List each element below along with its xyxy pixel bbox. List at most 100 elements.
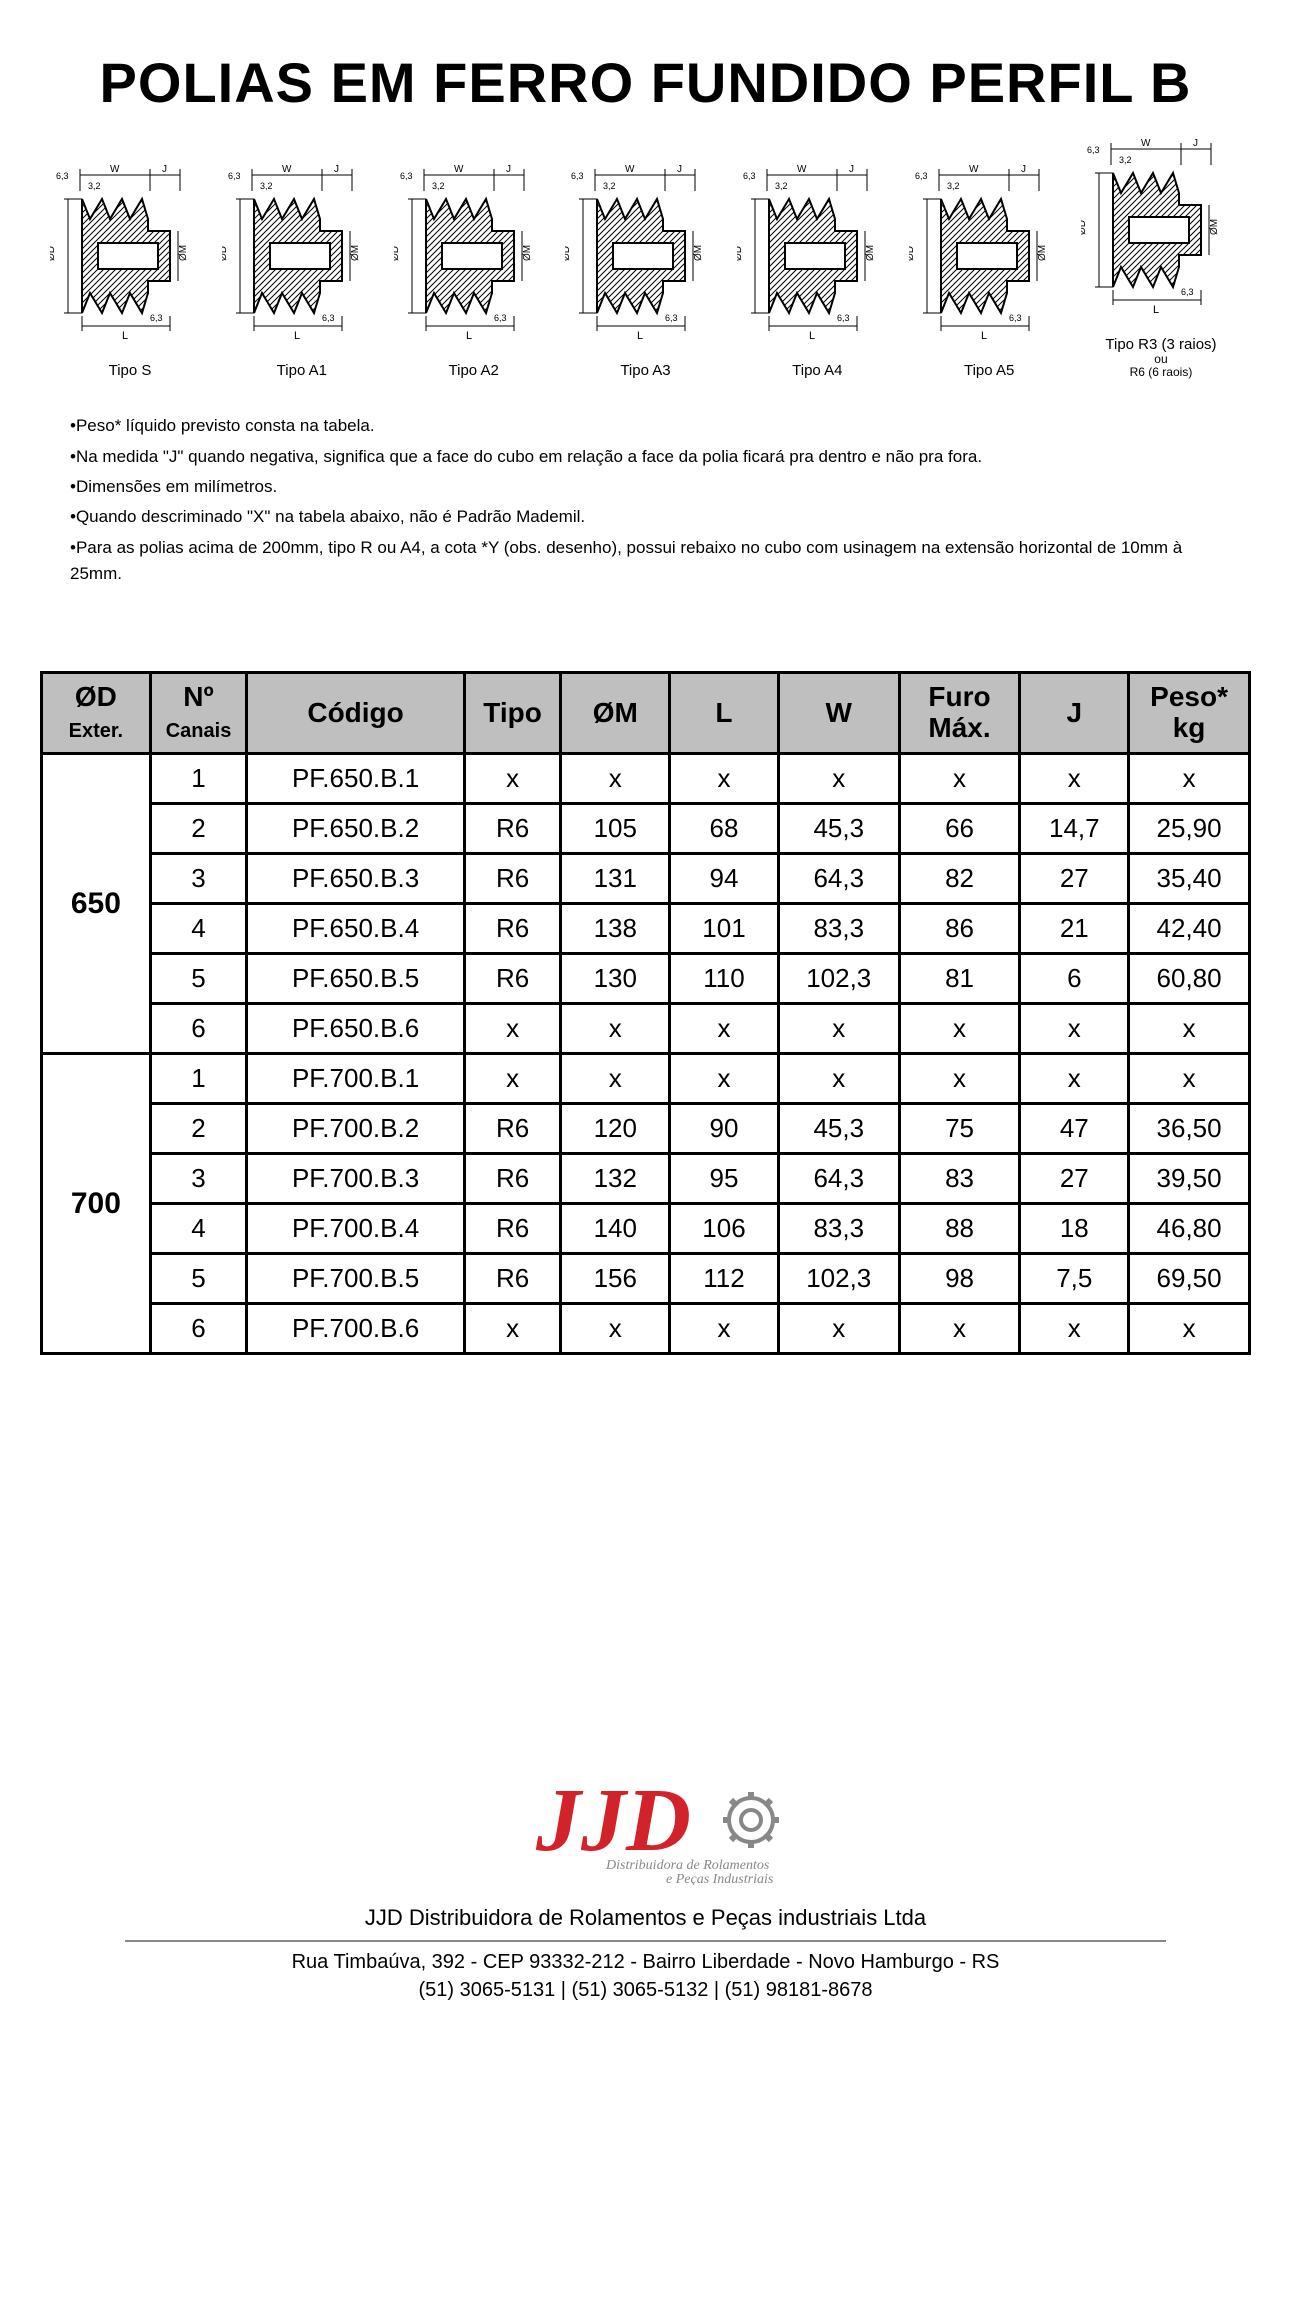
cross-section-icon [1081,135,1241,328]
cell-furo: 86 [899,904,1020,954]
cell-dm: 131 [561,854,670,904]
cell-canal: 5 [150,1254,247,1304]
cell-tipo: x [464,754,561,804]
cross-section-icon [909,161,1069,354]
cell-codigo: PF.650.B.4 [247,904,464,954]
cell-W: x [778,1304,899,1354]
cell-codigo: PF.700.B.2 [247,1104,464,1154]
company-logo: JJD Distribuidora de Rolamentos e Peças … [40,1775,1251,1893]
cell-furo: 66 [899,804,1020,854]
cell-L: x [670,1054,779,1104]
cell-peso: 39,50 [1129,1154,1250,1204]
footer-phones: (51) 3065-5131 | (51) 3065-5132 | (51) 9… [40,1976,1251,2004]
cell-codigo: PF.700.B.5 [247,1254,464,1304]
cell-J: 47 [1020,1104,1129,1154]
cell-L: x [670,754,779,804]
note-line: •Quando descriminado "X" na tabela abaix… [70,504,1221,530]
table-row: 6PF.700.B.6xxxxxxx [42,1304,1250,1354]
cell-W: 45,3 [778,804,899,854]
cell-W: 64,3 [778,854,899,904]
cell-canal: 2 [150,1104,247,1154]
cell-tipo: R6 [464,904,561,954]
cell-codigo: PF.650.B.5 [247,954,464,1004]
cell-tipo: R6 [464,954,561,1004]
cell-peso: x [1129,1004,1250,1054]
table-row: 4PF.700.B.4R614010683,3881846,80 [42,1204,1250,1254]
cell-canal: 4 [150,1204,247,1254]
cell-tipo: R6 [464,854,561,904]
cell-furo: 88 [899,1204,1020,1254]
cell-W: x [778,1004,899,1054]
footer-company: JJD Distribuidora de Rolamentos e Peças … [40,1903,1251,1934]
cell-codigo: PF.650.B.3 [247,854,464,904]
cell-canal: 3 [150,854,247,904]
logo-slogan: e Peças Industriais [666,1872,774,1885]
cell-W: x [778,754,899,804]
table-row: 4PF.650.B.4R613810183,3862142,40 [42,904,1250,954]
diagram-caption: Tipo A3 [620,362,670,379]
diagram-caption: Tipo A4 [792,362,842,379]
cell-L: x [670,1304,779,1354]
footer-address: Rua Timbaúva, 392 - CEP 93332-212 - Bair… [40,1948,1251,1976]
cell-peso: 35,40 [1129,854,1250,904]
cell-canal: 4 [150,904,247,954]
cell-dm: x [561,1054,670,1104]
cell-peso: 69,50 [1129,1254,1250,1304]
cell-canal: 6 [150,1004,247,1054]
cell-tipo: R6 [464,1254,561,1304]
cell-L: 68 [670,804,779,854]
cell-L: 106 [670,1204,779,1254]
cell-peso: x [1129,754,1250,804]
cell-J: 14,7 [1020,804,1129,854]
cell-dm: x [561,1004,670,1054]
cell-L: 112 [670,1254,779,1304]
cell-dm: 130 [561,954,670,1004]
cell-J: 27 [1020,1154,1129,1204]
cell-peso: 60,80 [1129,954,1250,1004]
cell-canal: 6 [150,1304,247,1354]
cell-dm: 138 [561,904,670,954]
col-d-ext: ØD Exter. [42,673,151,754]
cell-peso: 36,50 [1129,1104,1250,1154]
diagram-tipo-a4: Tipo A4 [737,161,897,379]
col-canais: Nº Canais [150,673,247,754]
cell-J: 6 [1020,954,1129,1004]
cell-L: 95 [670,1154,779,1204]
cell-furo: x [899,1304,1020,1354]
cross-section-icon [394,161,554,354]
note-line: •Peso* líquido previsto consta na tabela… [70,413,1221,439]
cell-J: 18 [1020,1204,1129,1254]
note-line: •Na medida "J" quando negativa, signific… [70,444,1221,470]
cell-dm: x [561,1304,670,1354]
diagram-subcaption: ou R6 (6 raois) [1130,353,1193,379]
cell-tipo: R6 [464,1204,561,1254]
cell-canal: 2 [150,804,247,854]
col-dm: ØM [561,673,670,754]
cell-dm: 105 [561,804,670,854]
cell-L: 101 [670,904,779,954]
cell-dm: 156 [561,1254,670,1304]
cell-canal: 1 [150,1054,247,1104]
cell-peso: x [1129,1054,1250,1104]
cell-canal: 3 [150,1154,247,1204]
cell-W: 102,3 [778,954,899,1004]
cell-codigo: PF.700.B.4 [247,1204,464,1254]
diagram-tipo-a3: Tipo A3 [565,161,725,379]
col-codigo: Código [247,673,464,754]
diagrams-row: Tipo S Tipo A1 Tipo A2 Tipo A3 Tipo A4 [40,135,1251,389]
cell-codigo: PF.700.B.6 [247,1304,464,1354]
cell-d-ext: 650 [42,754,151,1054]
table-row: 7001PF.700.B.1xxxxxxx [42,1054,1250,1104]
cell-dm: x [561,754,670,804]
table-row: 6PF.650.B.6xxxxxxx [42,1004,1250,1054]
page-title: POLIAS EM FERRO FUNDIDO PERFIL B [40,50,1251,115]
cell-tipo: x [464,1304,561,1354]
cross-section-icon [222,161,382,354]
col-w: W [778,673,899,754]
note-line: •Dimensões em milímetros. [70,474,1221,500]
cell-L: 90 [670,1104,779,1154]
cross-section-icon [737,161,897,354]
cross-section-icon [565,161,725,354]
table-row: 5PF.650.B.5R6130110102,381660,80 [42,954,1250,1004]
col-furo: Furo Máx. [899,673,1020,754]
